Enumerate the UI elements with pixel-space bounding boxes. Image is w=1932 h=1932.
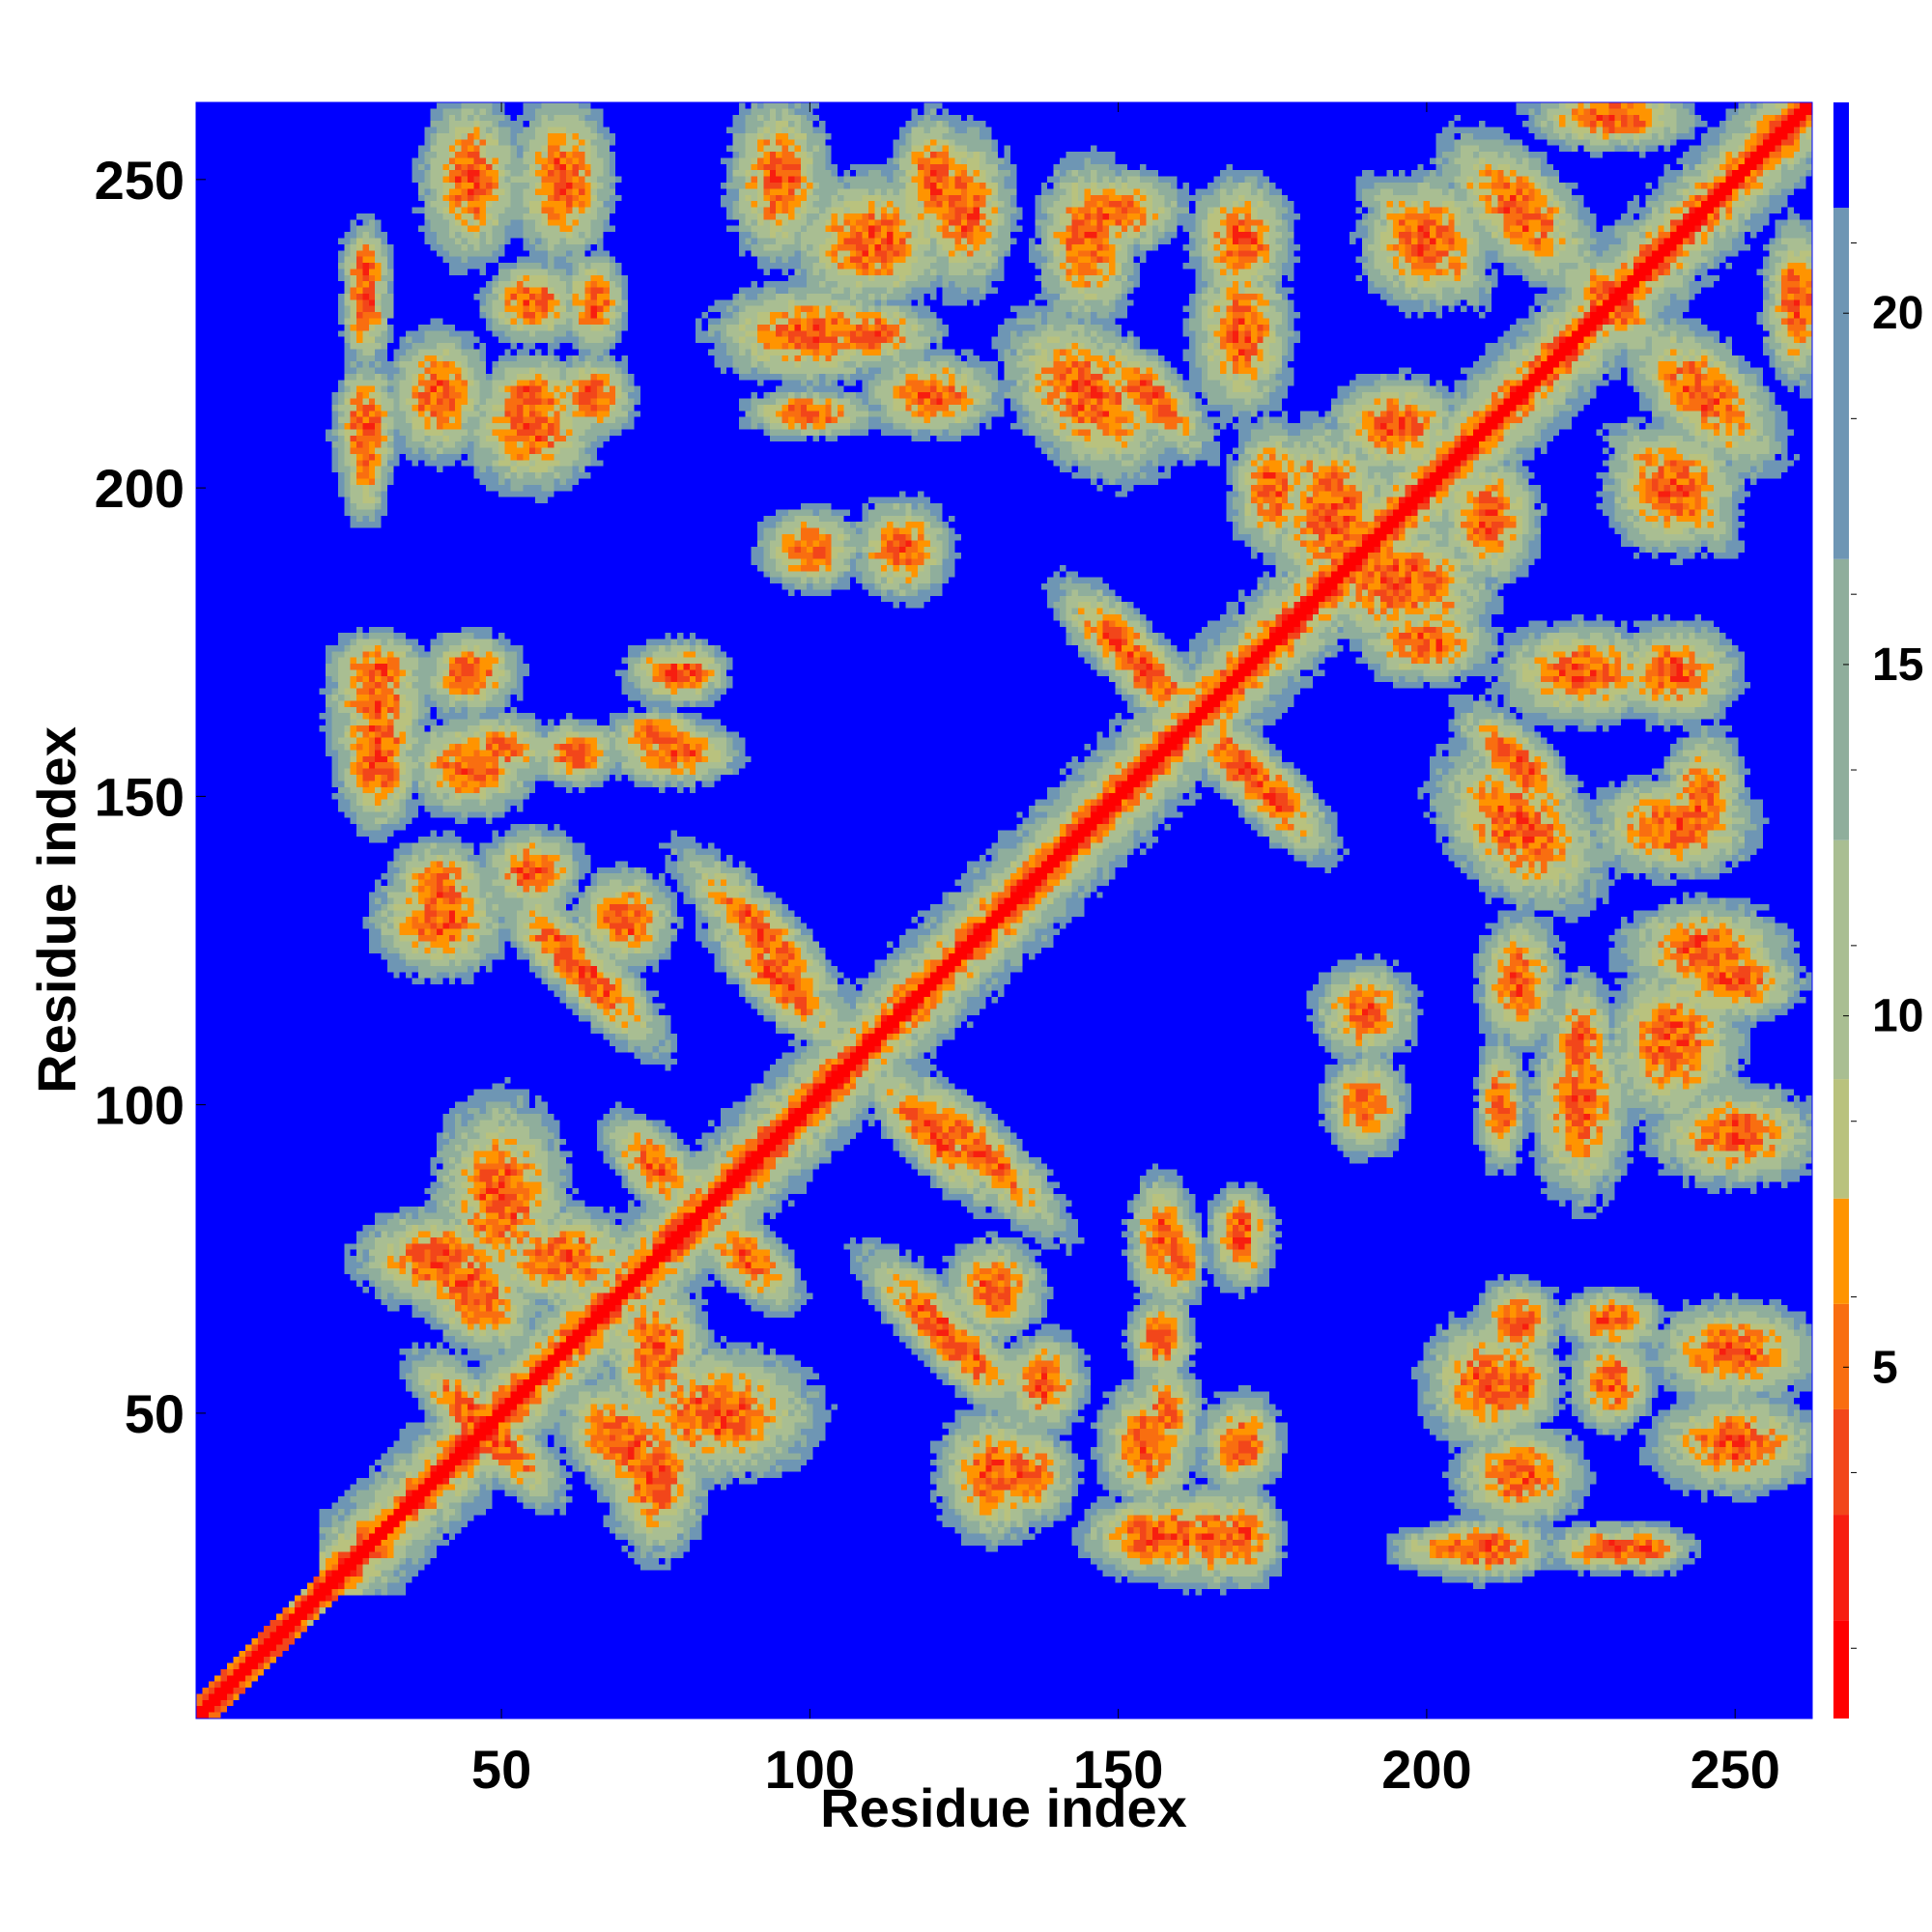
colorbar-segment: [1833, 1303, 1849, 1409]
x-tick-label: 250: [1690, 1739, 1779, 1800]
y-axis-label: Residue index: [26, 726, 87, 1094]
y-tick-label: 150: [95, 766, 185, 827]
y-tick-label: 100: [95, 1075, 185, 1136]
x-axis-ticks: 50 100 150 200 250: [471, 102, 1780, 1800]
plot-frame: [195, 101, 1813, 1719]
colorbar-segment: [1833, 558, 1849, 840]
colorbar-segment: [1833, 1198, 1849, 1304]
colorbar-tick-label: 5: [1872, 1342, 1898, 1393]
colorbar-segment: [1833, 102, 1849, 209]
heatmap-image: [196, 102, 1812, 1719]
colorbar-segment: [1833, 1620, 1849, 1719]
colorbar-segment: [1833, 208, 1849, 559]
x-tick-label: 100: [765, 1739, 855, 1800]
x-axis-label: Residue index: [820, 1777, 1187, 1838]
colorbar-tick-label: 15: [1872, 639, 1923, 691]
colorbar-segment: [1833, 1515, 1849, 1621]
colorbar: [1833, 102, 1849, 1719]
colorbar-segment: [1833, 1079, 1849, 1199]
x-tick-label: 50: [471, 1739, 531, 1800]
colorbar-ticks: 5 10 15 20: [1843, 242, 1923, 1649]
y-axis-ticks: 50 100 150 200 250: [95, 150, 206, 1444]
colorbar-segment: [1833, 1408, 1849, 1516]
colorbar-tick-label: 20: [1872, 288, 1923, 339]
x-tick-label: 200: [1381, 1739, 1471, 1800]
y-tick-label: 50: [125, 1383, 185, 1444]
x-tick-label: 150: [1073, 1739, 1163, 1800]
colorbar-segment: [1833, 839, 1849, 1080]
colorbar-tick-label: 10: [1872, 991, 1923, 1042]
y-tick-label: 200: [95, 458, 185, 519]
y-tick-label: 250: [95, 150, 185, 211]
